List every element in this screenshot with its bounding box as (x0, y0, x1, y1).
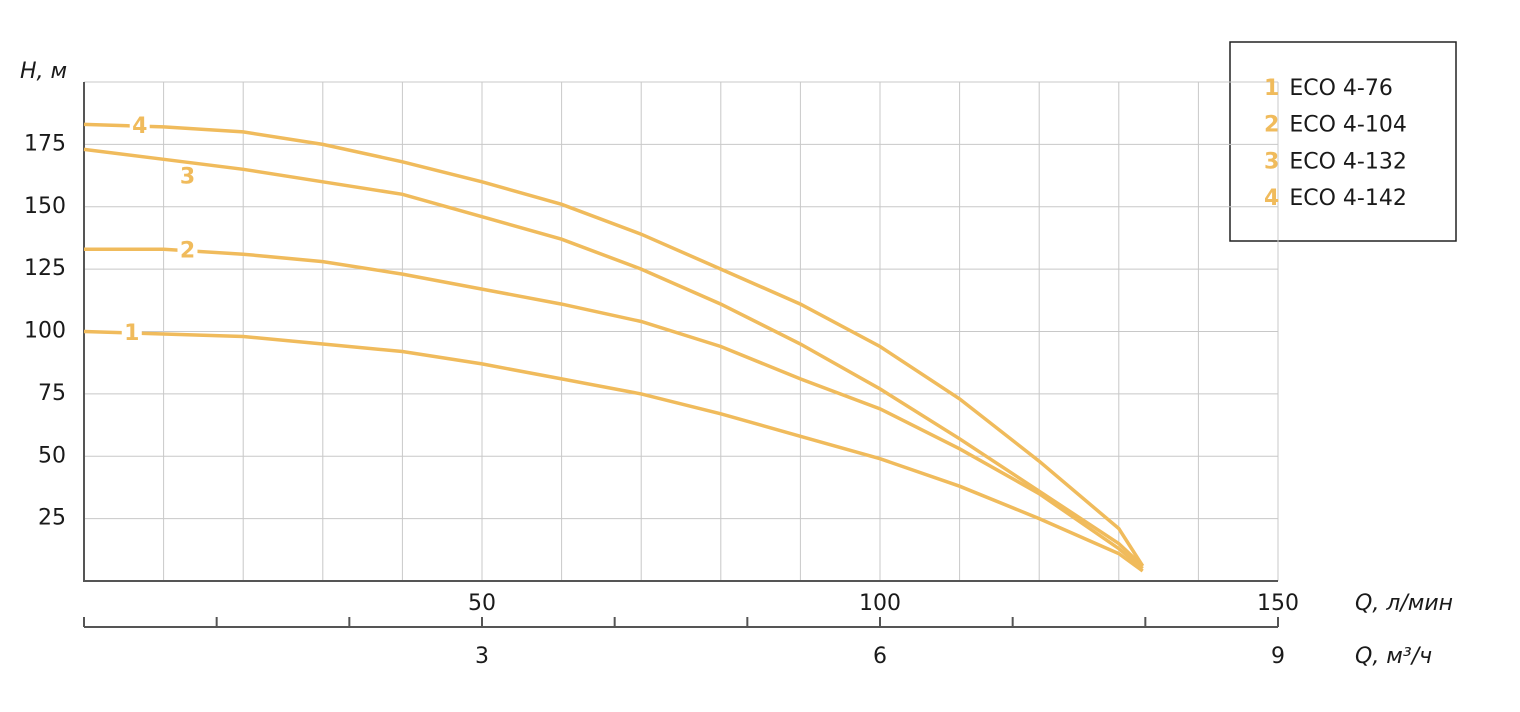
x-axis-label: Q, л/мин (1355, 591, 1453, 616)
curve-label: 4 (132, 114, 147, 139)
legend-name: ECO 4-142 (1289, 186, 1407, 211)
legend-entry: 3 ECO 4-132 (1264, 149, 1407, 174)
x2-tick-label: 9 (1271, 644, 1285, 669)
label-bg (121, 322, 142, 343)
y-axis-label: H, м (20, 59, 67, 84)
y-tick-label: 100 (24, 319, 66, 344)
curve (83, 329, 1144, 573)
x2-tick-label: 6 (873, 644, 887, 669)
label-bg (177, 240, 198, 261)
y-tick-label: 50 (38, 443, 66, 468)
legend-number: 3 (1264, 149, 1279, 174)
legend-entry: 4 ECO 4-142 (1264, 186, 1407, 211)
legend-number: 2 (1264, 113, 1279, 138)
legend-number: 1 (1264, 76, 1279, 101)
x2-axis-label: Q, м³/ч (1355, 644, 1432, 669)
x2-tick-label: 3 (475, 644, 489, 669)
curve (83, 147, 1144, 568)
legend-name: ECO 4-132 (1289, 149, 1407, 174)
x-tick-label: 50 (468, 591, 496, 616)
curve-label: 3 (180, 164, 195, 189)
label-bg (129, 116, 150, 137)
y-tick-label: 125 (24, 256, 66, 281)
curve-label: 2 (180, 239, 195, 264)
curve (84, 247, 1144, 570)
legend-name: ECO 4-76 (1289, 76, 1393, 101)
curve-label: 1 (124, 321, 139, 346)
y-tick-label: 25 (38, 506, 66, 531)
legend-box (1229, 41, 1457, 242)
curve (83, 122, 1145, 567)
y-tick-label: 175 (24, 131, 66, 156)
x-tick-label: 100 (859, 591, 901, 616)
y-tick-label: 75 (38, 381, 66, 406)
legend-number: 4 (1264, 186, 1279, 211)
legend-entry: 1 ECO 4-76 (1264, 76, 1393, 101)
legend-name: ECO 4-104 (1289, 113, 1407, 138)
legend-entry: 2 ECO 4-104 (1264, 113, 1407, 138)
y-tick-label: 150 (24, 194, 66, 219)
x-tick-label: 150 (1257, 591, 1299, 616)
